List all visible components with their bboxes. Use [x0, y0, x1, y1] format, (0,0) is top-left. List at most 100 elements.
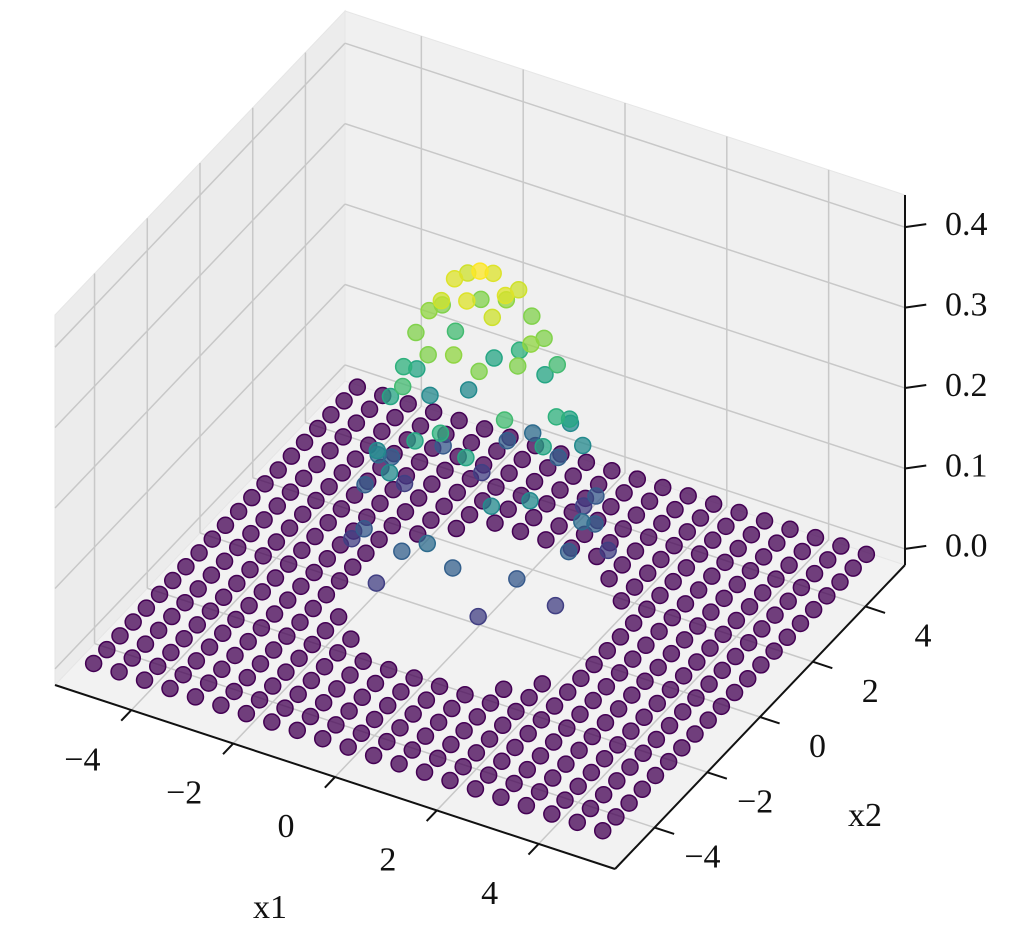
- point: [458, 292, 476, 310]
- point: [532, 711, 551, 729]
- point: [570, 741, 588, 760]
- point: [250, 691, 269, 709]
- point: [111, 627, 129, 645]
- point: [492, 788, 510, 807]
- point: [649, 658, 667, 677]
- point: [307, 491, 325, 510]
- point: [547, 408, 566, 426]
- point: [538, 495, 556, 513]
- point: [432, 291, 451, 310]
- point: [341, 666, 359, 684]
- point: [174, 665, 192, 684]
- point: [638, 600, 656, 619]
- point: [482, 497, 501, 515]
- point: [564, 467, 582, 485]
- point: [225, 682, 243, 701]
- point: [467, 744, 486, 762]
- point: [673, 739, 691, 757]
- point: [301, 707, 320, 726]
- point: [615, 484, 633, 502]
- point: [366, 674, 385, 693]
- point: [201, 602, 220, 620]
- point: [200, 638, 219, 656]
- point: [780, 556, 798, 575]
- point: [422, 511, 440, 529]
- point: [661, 680, 680, 699]
- point: [255, 511, 273, 529]
- point: [520, 688, 538, 707]
- point: [316, 621, 335, 640]
- point: [507, 702, 525, 721]
- point: [378, 732, 396, 751]
- point: [418, 534, 437, 553]
- point: [638, 564, 657, 583]
- z-tick: [904, 303, 927, 309]
- point: [268, 497, 287, 515]
- point: [279, 555, 298, 573]
- point: [536, 365, 554, 384]
- point: [381, 387, 400, 406]
- point: [266, 569, 285, 587]
- point: [717, 517, 735, 536]
- point: [419, 345, 437, 364]
- point: [135, 671, 154, 689]
- point: [612, 592, 631, 610]
- point: [640, 492, 659, 511]
- point: [435, 497, 453, 516]
- point: [624, 614, 643, 632]
- point: [493, 716, 512, 735]
- point: [534, 437, 552, 456]
- point: [295, 433, 314, 452]
- point: [704, 495, 723, 513]
- point: [623, 686, 641, 704]
- point: [753, 584, 772, 602]
- point: [373, 422, 391, 441]
- point: [778, 628, 797, 647]
- point: [293, 541, 311, 560]
- point: [227, 610, 245, 629]
- point: [353, 688, 372, 707]
- point: [715, 589, 733, 608]
- point: [521, 492, 539, 510]
- point: [278, 591, 297, 609]
- point: [237, 704, 256, 723]
- point: [511, 522, 530, 541]
- point: [468, 708, 487, 726]
- point: [543, 769, 562, 787]
- point: [688, 653, 706, 671]
- point: [469, 607, 487, 626]
- point: [768, 534, 786, 552]
- point: [357, 544, 375, 563]
- point: [675, 631, 694, 649]
- grid-line: [344, 42, 906, 228]
- point: [415, 763, 434, 781]
- point: [348, 378, 367, 396]
- point: [659, 752, 678, 771]
- point: [431, 424, 450, 442]
- point: [175, 629, 193, 648]
- point: [462, 433, 481, 452]
- point: [315, 657, 334, 676]
- point: [466, 780, 485, 798]
- point: [304, 599, 322, 618]
- point: [188, 616, 207, 634]
- point: [186, 688, 205, 706]
- point: [660, 716, 679, 735]
- point: [543, 805, 561, 823]
- point: [594, 785, 613, 804]
- point: [674, 667, 693, 685]
- point: [265, 605, 284, 623]
- point: [321, 441, 339, 460]
- point: [792, 578, 811, 597]
- point: [766, 606, 784, 624]
- point: [600, 569, 618, 588]
- point: [444, 346, 463, 364]
- point: [537, 531, 555, 549]
- point: [582, 763, 601, 782]
- point: [637, 636, 655, 655]
- point: [505, 774, 523, 793]
- point: [781, 520, 799, 539]
- x1-tick: [120, 709, 133, 722]
- point: [340, 702, 358, 720]
- point: [460, 505, 479, 524]
